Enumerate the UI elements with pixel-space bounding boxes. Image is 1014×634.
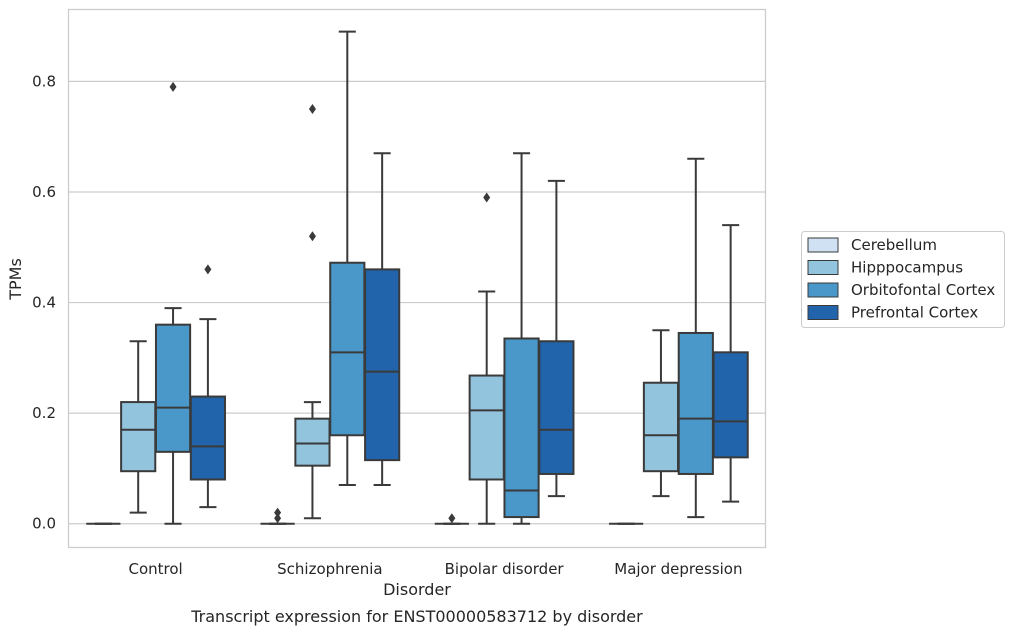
y-tick-label: 0.2 [32, 404, 56, 422]
box-iqr [503, 337, 540, 519]
box-orbitofontal-cortex [154, 81, 192, 525]
legend: Cerebellum Hipppocampus Orbitofontal Corte… [801, 231, 1005, 328]
x-tick-label: Major depression [614, 560, 742, 578]
box-iqr [189, 395, 226, 481]
legend-swatch [807, 282, 839, 298]
legend-swatch [807, 305, 839, 320]
y-tick-label: 0.8 [32, 72, 56, 90]
box-iqr [364, 268, 401, 462]
box-iqr [329, 261, 366, 437]
outlier-point [448, 513, 456, 524]
box-orbitofontal-cortex [677, 157, 714, 519]
box-cerebellum [260, 507, 295, 525]
box-iqr [712, 351, 749, 459]
box-iqr [677, 331, 714, 475]
box-hipppocampus [468, 192, 505, 525]
x-tick-label: Bipolar disorder [445, 560, 565, 578]
legend-label: Hipppocampus [851, 259, 963, 277]
box-orbitofontal-cortex [503, 152, 540, 525]
box-hipppocampus [120, 340, 157, 514]
box-iqr [468, 374, 505, 481]
box-prefrontal-cortex [712, 224, 749, 503]
outlier-point [204, 264, 212, 275]
box-prefrontal-cortex [538, 179, 575, 498]
boxes [86, 30, 749, 525]
outlier-point [274, 507, 282, 518]
box-iqr [294, 417, 331, 467]
outlier-point [308, 104, 316, 115]
legend-frame [801, 231, 1005, 328]
y-axis-title: TPMs [6, 258, 25, 301]
y-tick-label: 0.0 [32, 515, 56, 533]
box-hipppocampus [642, 329, 680, 498]
box-orbitofontal-cortex [329, 30, 366, 487]
outlier-point [483, 192, 491, 203]
box-iqr [538, 340, 575, 475]
box-cerebellum [434, 513, 469, 525]
box-iqr [120, 401, 157, 473]
y-tick-label: 0.4 [32, 294, 56, 312]
box-prefrontal-cortex [364, 152, 401, 487]
x-tick-label: Control [129, 560, 183, 578]
legend-label: Orbitofontal Cortex [851, 281, 995, 299]
outlier-point [308, 231, 316, 242]
x-axis-ticks: Control Schizophrenia Bipolar disorder Majo… [129, 560, 743, 578]
x-axis-title: Disorder [383, 580, 451, 599]
legend-label: Prefrontal Cortex [851, 304, 978, 322]
box-iqr [642, 381, 680, 473]
y-tick-label: 0.6 [32, 183, 56, 201]
legend-swatch [807, 260, 839, 275]
legend-swatch [807, 237, 839, 253]
box-iqr [154, 323, 192, 453]
x-tick-label: Schizophrenia [277, 560, 382, 578]
legend-label: Cerebellum [851, 236, 937, 254]
box-hipppocampus [294, 104, 331, 520]
outlier-point [274, 513, 282, 524]
outlier-point [169, 81, 177, 92]
y-axis-ticks: 0.0 0.2 0.4 0.6 0.8 [32, 72, 56, 532]
chart-caption: Transcript expression for ENST0000058371… [190, 607, 643, 626]
plot-frame [67, 8, 767, 549]
box-prefrontal-cortex [189, 264, 226, 509]
